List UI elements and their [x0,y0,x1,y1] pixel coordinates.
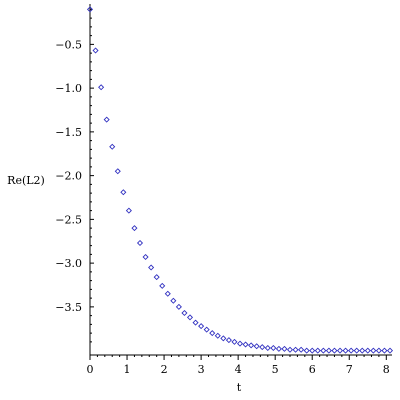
data-point [292,346,299,353]
data-point [98,84,105,91]
data-point [142,253,149,261]
data-point [314,347,321,354]
data-point [109,143,116,150]
data-point [214,332,221,339]
data-point [103,116,110,123]
axes [89,4,392,356]
data-point [298,346,305,353]
data-point [225,337,232,344]
x-tick-label: 2 [161,363,168,376]
y-ticks: −0.5 −1.0 −1.5 −2.0 −2.5 −3.0 −3.5 [55,8,94,343]
x-tick-label: 6 [309,363,316,376]
x-tick-label: 5 [272,363,279,376]
data-point [281,345,288,352]
data-point [231,338,238,345]
y-tick-label: −0.5 [55,38,82,51]
data-point [286,346,294,353]
data-point [320,347,327,354]
y-tick-label: −3.5 [55,301,82,314]
data-point [159,282,166,289]
data-point [153,274,160,281]
data-point [148,264,155,271]
data-point [220,335,227,342]
data-point [86,6,94,13]
data-point [381,347,388,354]
data-point [325,347,332,354]
data-point [136,239,144,247]
y-tick-label: −2.5 [55,213,82,226]
x-ticks: 0 1 2 3 4 5 6 7 8 [87,355,390,376]
data-point [114,168,121,175]
data-point [336,347,344,354]
y-tick-label: −1.5 [55,126,82,139]
data-point [364,347,371,354]
data-point [275,345,282,352]
data-point [375,347,382,354]
data-point [270,344,277,352]
data-point [248,342,255,349]
data-point [348,347,355,354]
data-point [192,319,199,326]
data-point [359,347,366,354]
data-point [353,347,360,354]
x-tick-label: 4 [235,363,242,376]
data-point [331,347,338,354]
x-tick-label: 1 [124,363,131,376]
y-tick-label: −2.0 [55,170,82,183]
x-tick-label: 8 [383,363,390,376]
data-point [253,343,260,350]
data-point [264,344,271,352]
data-point [386,347,394,354]
data-point [181,309,188,317]
data-points [86,6,394,354]
data-point [175,303,182,310]
x-axis-label: t [237,381,242,394]
data-point [92,47,99,54]
data-point [370,347,377,354]
data-point [186,314,194,321]
x-tick-label: 3 [198,363,205,376]
y-tick-label: −3.0 [55,257,82,270]
data-point [209,330,216,337]
data-point [120,189,127,196]
data-point [203,326,210,333]
data-point [131,225,138,232]
data-point [342,347,349,354]
data-point [164,290,171,297]
x-tick-label: 7 [346,363,353,376]
data-point [309,347,316,354]
data-point [198,323,205,330]
y-axis-label: Re(L2) [7,174,45,187]
data-point [259,344,266,351]
data-point [125,207,132,214]
y-tick-label: −1.0 [55,82,82,95]
data-point [170,297,177,304]
data-point [242,341,249,348]
data-point [236,340,244,347]
data-point [303,347,310,354]
x-tick-label: 0 [87,363,94,376]
